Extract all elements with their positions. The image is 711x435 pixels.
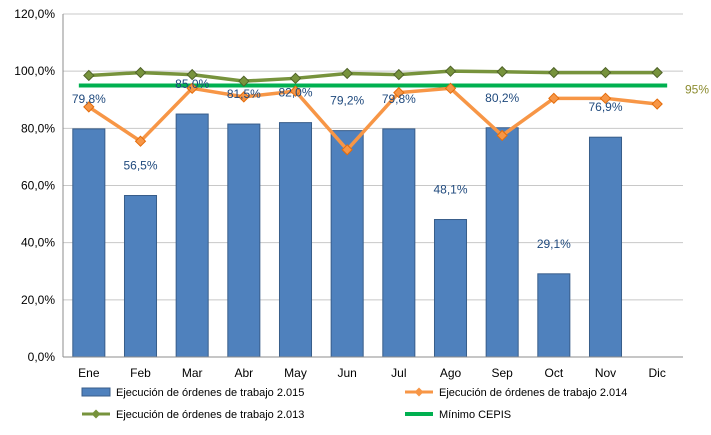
data-label: 79,2%	[330, 94, 364, 108]
series-point	[651, 66, 663, 79]
series-point	[341, 67, 353, 80]
series-point	[238, 75, 250, 87]
lines-layer	[83, 65, 663, 156]
bar	[227, 123, 261, 358]
data-label: 48,1%	[433, 183, 467, 197]
series-line	[88, 69, 658, 83]
reference-line-label: 95%	[685, 82, 709, 96]
series-point	[444, 82, 457, 95]
data-label: 80,2%	[485, 91, 519, 105]
series-point	[393, 68, 405, 81]
x-tick-label: May	[284, 366, 307, 380]
bar	[537, 273, 571, 358]
bar	[485, 127, 519, 358]
series-point	[651, 98, 663, 110]
y-tick-label: 40,0%	[21, 236, 55, 250]
legend-label: Mínimo CEPIS	[439, 409, 511, 421]
data-label: 85,0%	[175, 77, 209, 91]
bar	[72, 128, 106, 358]
series-point	[496, 129, 508, 142]
series-point	[548, 92, 560, 105]
series-point	[83, 101, 95, 113]
series-point	[599, 66, 612, 79]
series-point	[496, 66, 508, 78]
series-point	[186, 68, 198, 81]
bar	[433, 219, 468, 358]
bar	[278, 122, 313, 358]
x-tick-label: Jul	[391, 366, 406, 380]
data-label: 81,5%	[227, 87, 261, 101]
x-tick-label: Dic	[648, 366, 665, 380]
x-tick-label: Nov	[595, 366, 616, 380]
legend-label: Ejecución de órdenes de trabajo 2.013	[116, 409, 304, 421]
bar	[588, 136, 623, 358]
series-point	[393, 86, 405, 99]
legend-marker	[91, 409, 101, 419]
series-point	[289, 85, 302, 97]
bar	[382, 128, 416, 358]
series-point	[341, 144, 353, 156]
grid-layer	[63, 13, 683, 358]
series-point	[83, 69, 95, 82]
y-tick-label: 0,0%	[28, 350, 56, 364]
axis-layer: 0,0% 20,0% 40,0% 60,0% 80,0% 100,0% 120,0% Ene F…	[14, 7, 683, 380]
series-line	[87, 86, 658, 152]
series-point	[548, 66, 560, 79]
data-label: 56,5%	[123, 159, 157, 173]
series-point	[444, 65, 457, 77]
data-label: 82,0%	[278, 86, 312, 100]
x-tick-label: Feb	[130, 366, 151, 380]
bar	[175, 113, 209, 358]
x-tick-label: Sep	[491, 366, 513, 380]
data-label: 79,8%	[72, 92, 106, 106]
data-label: 76,9%	[588, 100, 622, 114]
legend-label: Ejecución de órdenes de trabajo 2.015	[116, 387, 304, 399]
x-tick-label: Oct	[544, 366, 563, 380]
series-point	[134, 135, 147, 147]
series-point	[186, 82, 198, 95]
series-point	[238, 91, 250, 103]
x-tick-label: Ago	[440, 366, 462, 380]
x-tick-label: Jun	[337, 366, 356, 380]
legend: Ejecución de órdenes de trabajo 2.015 Eje…	[81, 387, 627, 421]
labels-layer: 79,8% 56,5% 85,0% 81,5% 82,0% 79,2% 79,8% 48,1%…	[72, 77, 710, 251]
y-tick-label: 120,0%	[14, 7, 55, 21]
data-label: 79,8%	[382, 92, 416, 106]
y-tick-label: 60,0%	[21, 179, 55, 193]
x-tick-label: Mar	[182, 366, 203, 380]
bar	[330, 130, 364, 358]
series-point	[289, 72, 302, 85]
y-tick-label: 20,0%	[21, 293, 55, 307]
x-tick-label: Ene	[78, 366, 100, 380]
bar	[123, 195, 158, 358]
legend-label: Ejecución de órdenes de trabajo 2.014	[439, 387, 627, 399]
data-label: 29,1%	[537, 237, 571, 251]
x-tick-label: Abr	[234, 366, 253, 380]
legend-marker	[414, 387, 424, 397]
bars-layer	[72, 113, 623, 358]
legend-swatch	[81, 387, 111, 397]
series-point	[134, 66, 147, 79]
y-tick-label: 100,0%	[14, 64, 55, 78]
series-point	[599, 92, 612, 105]
y-tick-label: 80,0%	[21, 121, 55, 135]
